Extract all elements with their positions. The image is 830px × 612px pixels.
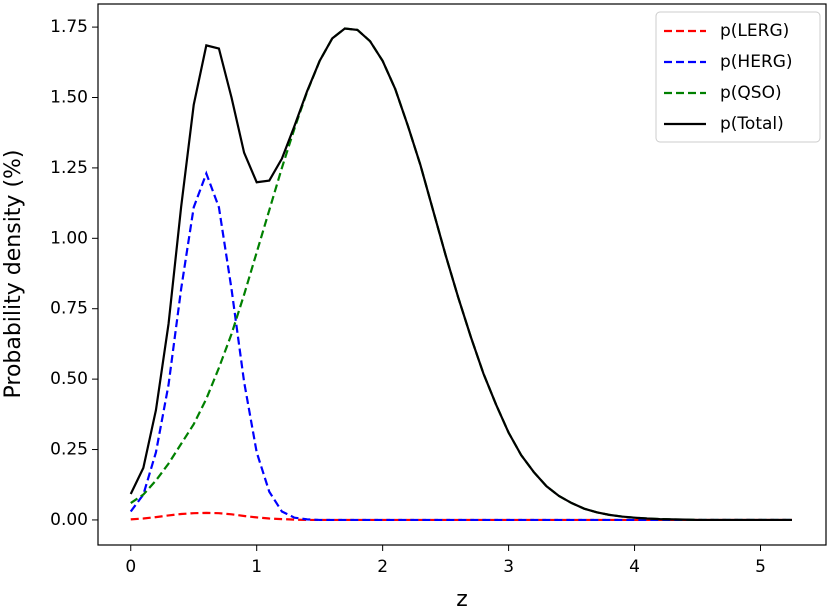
x-tick-label: 1 (251, 557, 262, 577)
x-tick-label: 5 (755, 557, 766, 577)
y-tick-label: 0.50 (50, 369, 88, 389)
legend-label: p(HERG) (720, 52, 793, 72)
x-tick-label: 3 (503, 557, 514, 577)
y-tick-label: 0.00 (50, 510, 88, 530)
y-tick-label: 1.00 (50, 228, 88, 248)
y-tick-label: 0.75 (50, 299, 88, 319)
plot-frame (97, 3, 827, 546)
y-tick-label: 1.25 (50, 158, 88, 178)
x-tick-label: 2 (377, 557, 388, 577)
legend-box (655, 11, 821, 143)
series-line (129, 170, 792, 522)
y-tick-label: 0.25 (50, 440, 88, 460)
legend-label: p(LERG) (720, 21, 789, 41)
x-axis-label: z (456, 587, 468, 612)
y-tick-label: 1.75 (50, 17, 88, 37)
y-tick-label: 1.50 (50, 87, 88, 107)
legend-label: p(QSO) (720, 83, 782, 103)
x-tick-label: 0 (125, 557, 136, 577)
legend-label: p(Total) (720, 114, 784, 134)
x-tick-label: 4 (629, 557, 640, 577)
y-axis-label: Probability density (%) (1, 149, 26, 398)
series-line (129, 27, 792, 522)
